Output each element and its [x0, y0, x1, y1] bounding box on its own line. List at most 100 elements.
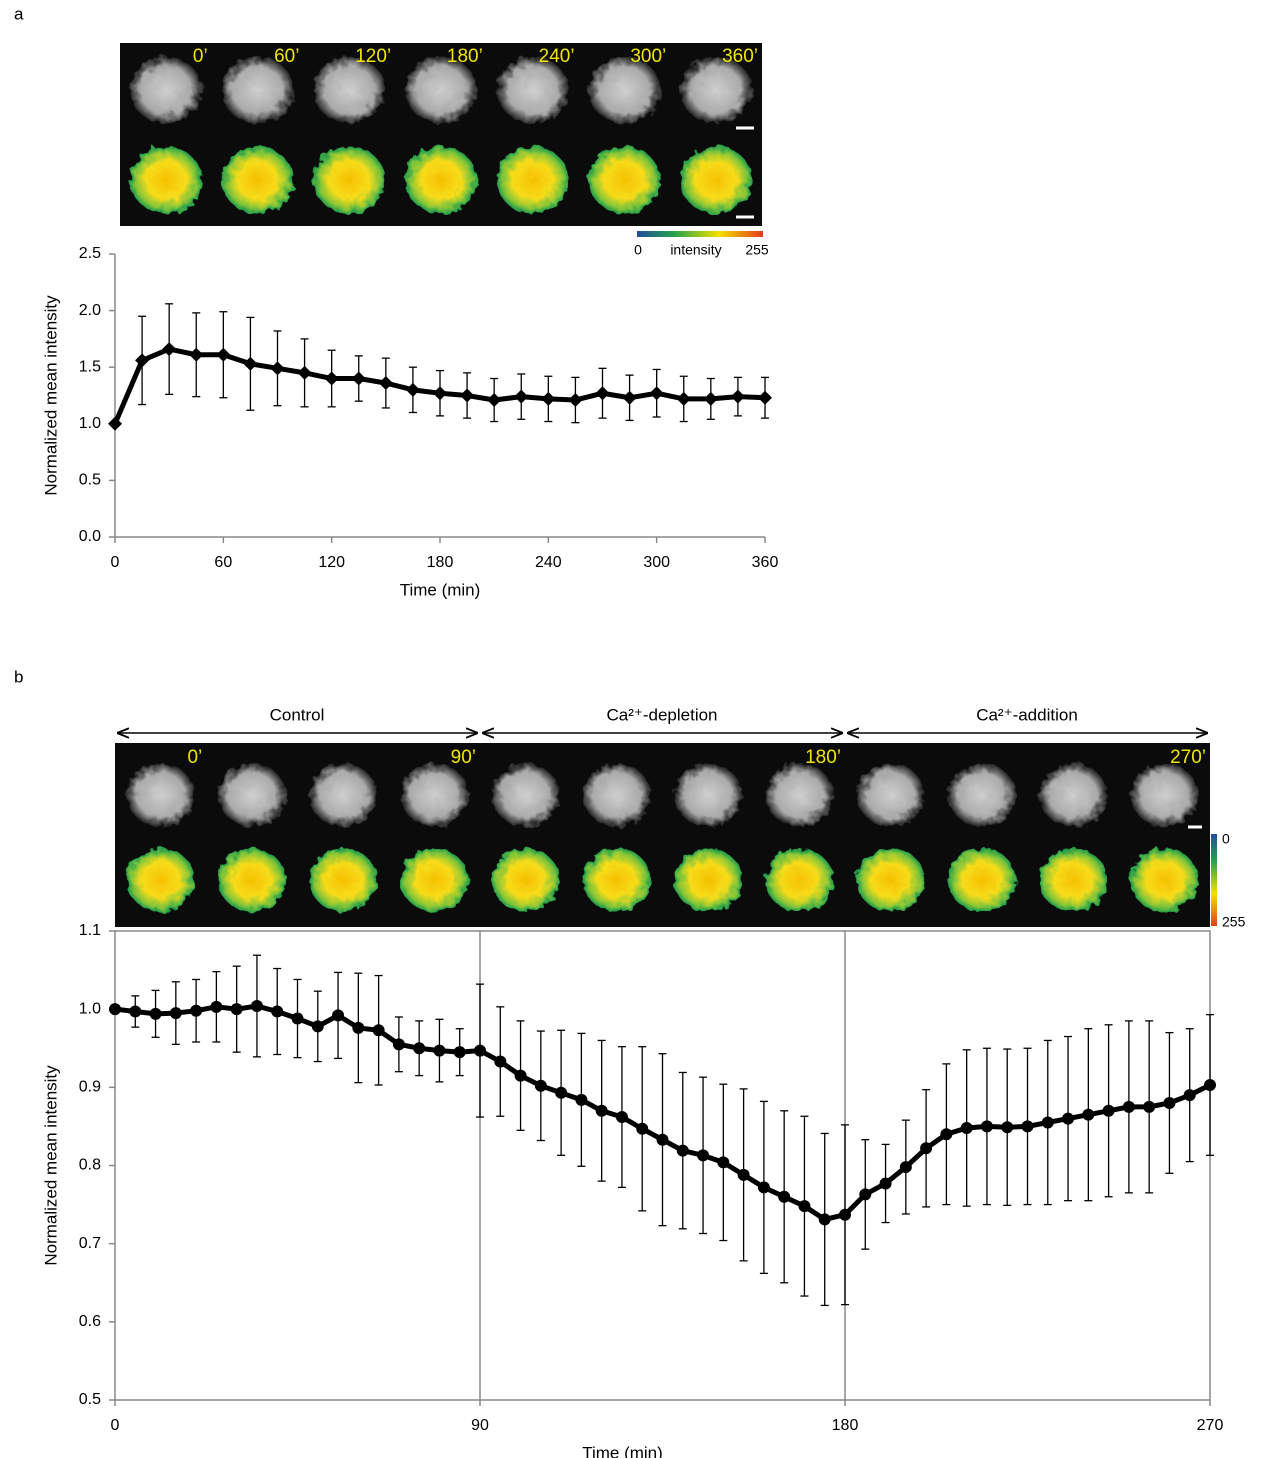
colorbar-label: 0 — [634, 242, 642, 258]
data-point — [332, 1009, 344, 1021]
data-point — [717, 1156, 729, 1168]
data-point — [677, 392, 691, 406]
data-point — [650, 386, 664, 400]
data-point — [162, 342, 176, 356]
x-tick-label: 0 — [111, 554, 120, 571]
y-tick-label: 0.0 — [79, 528, 101, 545]
data-point — [981, 1120, 993, 1132]
x-tick-label: 0 — [111, 1417, 120, 1434]
colorbar-label: 0 — [1222, 831, 1230, 847]
nucleus-heatmap — [309, 848, 377, 911]
nucleus-heatmap — [674, 848, 742, 911]
data-point — [697, 1149, 709, 1161]
time-label: 0’ — [187, 747, 202, 768]
time-label: 0’ — [193, 46, 208, 67]
nucleus-gray — [130, 57, 202, 124]
nucleus-heatmap — [583, 848, 651, 911]
data-point — [778, 1191, 790, 1203]
nucleus-gray — [1130, 763, 1198, 826]
nucleus-heatmap — [130, 147, 202, 214]
y-tick-label: 0.5 — [79, 472, 101, 489]
data-point — [738, 1169, 750, 1181]
data-point — [271, 361, 285, 375]
panel-label: a — [14, 4, 24, 23]
nucleus-heatmap — [765, 848, 833, 911]
micrograph-b — [115, 743, 1210, 927]
data-point — [961, 1122, 973, 1134]
nucleus-gray — [948, 763, 1016, 826]
phase-label: Ca²⁺-addition — [976, 705, 1078, 724]
x-tick-label: 90 — [471, 1417, 489, 1434]
data-point — [190, 1005, 202, 1017]
time-label: 300’ — [630, 46, 666, 67]
nucleus-heatmap — [1039, 848, 1107, 911]
data-point — [657, 1134, 669, 1146]
time-label: 120’ — [355, 46, 391, 67]
y-tick-label: 1.5 — [79, 358, 101, 375]
time-label: 270’ — [1170, 747, 1206, 768]
micrograph-a — [120, 43, 762, 226]
x-tick-label: 360 — [752, 554, 779, 571]
colorbar-label: 255 — [745, 242, 769, 258]
data-point — [352, 372, 366, 386]
y-tick-label: 1.0 — [79, 1000, 101, 1017]
figure: a b 0’60’120’180’240’300’360’0’90’180’27… — [0, 0, 1267, 1458]
data-point — [535, 1080, 547, 1092]
data-point — [210, 1001, 222, 1013]
data-point — [596, 386, 610, 400]
time-label: 360’ — [722, 46, 758, 67]
data-point — [271, 1006, 283, 1018]
data-point — [312, 1020, 324, 1032]
y-tick-label: 0.6 — [79, 1313, 101, 1330]
y-axis-title: Normalized mean intensity — [41, 295, 60, 496]
time-label: 90’ — [451, 747, 476, 768]
nucleus-heatmap — [1130, 848, 1198, 911]
nucleus-gray — [127, 763, 195, 826]
data-point — [758, 391, 772, 405]
data-point — [636, 1123, 648, 1135]
data-point — [900, 1161, 912, 1173]
nucleus-heatmap — [497, 147, 569, 214]
colorbar-label: intensity — [670, 242, 721, 258]
data-point — [109, 1003, 121, 1015]
nucleus-heatmap — [222, 147, 294, 214]
data-point — [568, 393, 582, 407]
nucleus-heatmap — [400, 848, 468, 911]
x-tick-label: 270 — [1197, 1417, 1224, 1434]
data-point — [541, 392, 555, 406]
y-tick-label: 0.9 — [79, 1079, 101, 1096]
data-point — [515, 1070, 527, 1082]
phase-label: Control — [270, 705, 325, 724]
colorbar — [1211, 834, 1217, 926]
data-point — [474, 1045, 486, 1057]
data-point — [677, 1145, 689, 1157]
data-point — [413, 1042, 425, 1054]
data-point — [352, 1022, 364, 1034]
colorbar-label: 255 — [1222, 914, 1246, 930]
y-tick-label: 2.5 — [79, 245, 101, 262]
data-point — [1123, 1101, 1135, 1113]
data-point — [298, 366, 312, 380]
nucleus-heatmap — [680, 147, 752, 214]
nucleus-gray — [674, 763, 742, 826]
data-point — [325, 372, 339, 386]
data-point — [393, 1038, 405, 1050]
data-point — [596, 1105, 608, 1117]
nucleus-heatmap — [405, 147, 477, 214]
y-tick-label: 0.5 — [79, 1391, 101, 1408]
x-axis-title: Time (min) — [582, 1443, 663, 1458]
nucleus-gray — [218, 763, 286, 826]
data-point — [433, 386, 447, 400]
nucleus-heatmap — [857, 848, 925, 911]
y-tick-label: 1.1 — [79, 922, 101, 939]
data-point — [243, 357, 257, 371]
nucleus-gray — [765, 763, 833, 826]
data-point — [704, 392, 718, 406]
data-point — [108, 417, 122, 431]
data-point — [1042, 1117, 1054, 1129]
data-point — [487, 393, 501, 407]
page: a b 0’60’120’180’240’300’360’0’90’180’27… — [0, 0, 1267, 1458]
y-tick-label: 0.7 — [79, 1235, 101, 1252]
data-point — [170, 1007, 182, 1019]
data-point — [798, 1200, 810, 1212]
